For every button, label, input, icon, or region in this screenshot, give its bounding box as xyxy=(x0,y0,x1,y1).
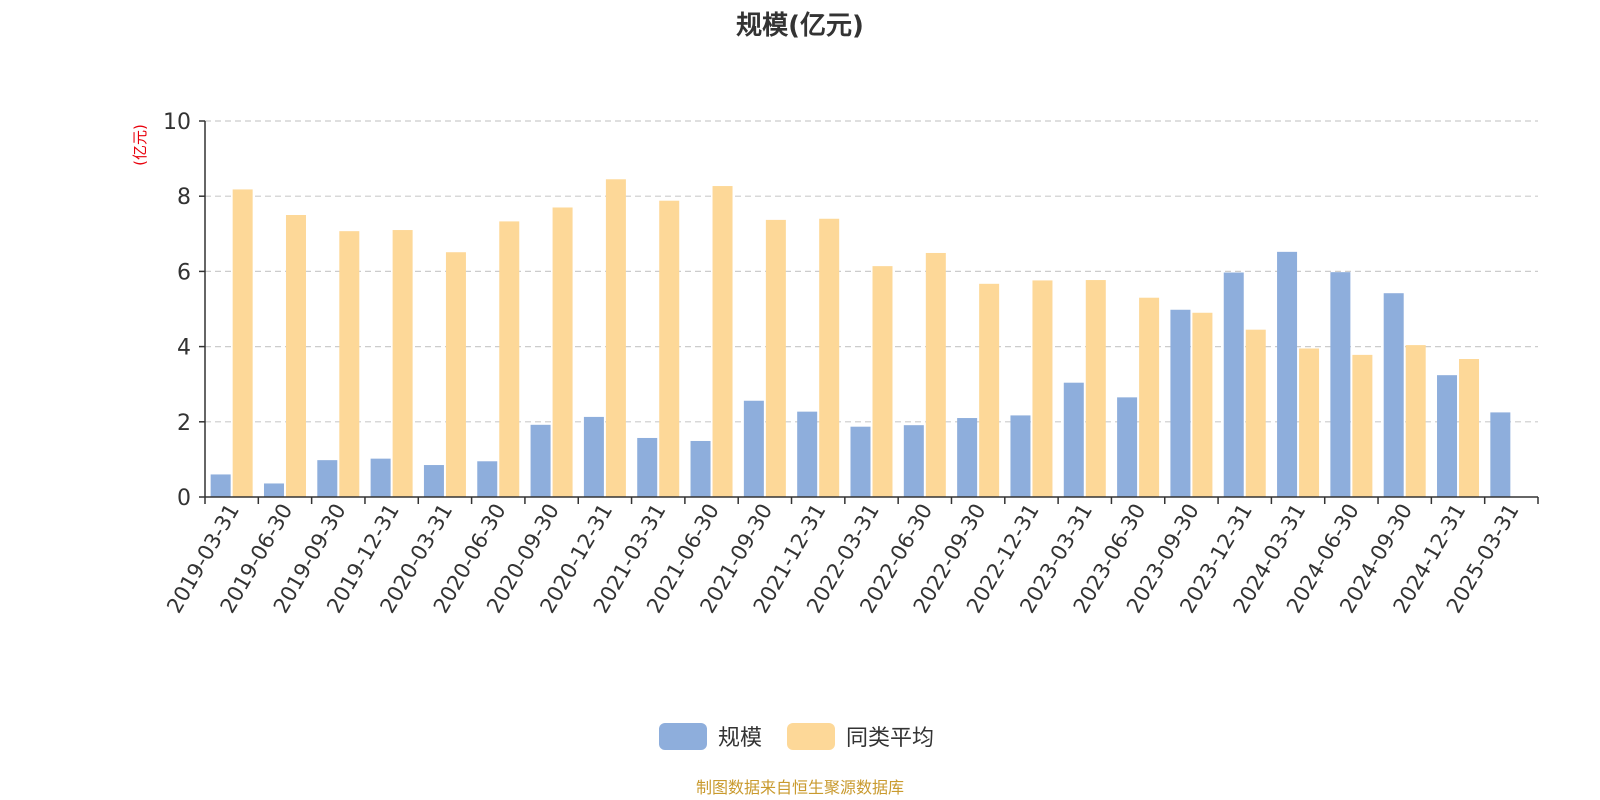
bar-scale[interactable] xyxy=(423,465,444,497)
bar-scale[interactable] xyxy=(263,483,284,497)
bar-scale[interactable] xyxy=(743,400,764,497)
bar-category-average[interactable] xyxy=(552,207,573,498)
bar-scale[interactable] xyxy=(210,474,231,497)
bar-category-average[interactable] xyxy=(659,200,680,497)
bar-scale[interactable] xyxy=(317,460,338,497)
bar-scale[interactable] xyxy=(797,411,818,497)
bar-category-average[interactable] xyxy=(765,219,786,497)
bar-category-average[interactable] xyxy=(445,252,466,497)
y-tick-label: 0 xyxy=(177,486,191,511)
bar-scale[interactable] xyxy=(583,416,604,497)
bar-category-average[interactable] xyxy=(392,230,413,498)
bar-category-average[interactable] xyxy=(712,186,733,497)
legend: 规模 同类平均 xyxy=(659,723,934,751)
bar-scale[interactable] xyxy=(530,424,551,497)
bar-category-average[interactable] xyxy=(872,266,893,497)
bar-scale[interactable] xyxy=(1117,397,1138,497)
y-tick-label: 4 xyxy=(177,336,191,361)
legend-swatch-scale[interactable] xyxy=(659,723,707,750)
bar-category-average[interactable] xyxy=(1192,312,1213,497)
y-tick-label: 10 xyxy=(163,110,191,135)
bar-scale[interactable] xyxy=(850,426,871,497)
y-tick-label: 2 xyxy=(177,411,191,436)
bar-category-average[interactable] xyxy=(925,252,946,497)
y-tick-label: 8 xyxy=(177,185,191,210)
bar-category-average[interactable] xyxy=(1245,329,1266,497)
bar-scale[interactable] xyxy=(370,458,391,497)
bar-category-average[interactable] xyxy=(1139,297,1160,497)
bar-scale[interactable] xyxy=(1383,293,1404,497)
bar-scale[interactable] xyxy=(903,425,924,497)
bar-category-average[interactable] xyxy=(1299,348,1320,497)
bar-scale[interactable] xyxy=(1223,272,1244,497)
bar-category-average[interactable] xyxy=(285,215,306,497)
bar-scale[interactable] xyxy=(1277,251,1298,497)
source-note: 制图数据来自恒生聚源数据库 xyxy=(696,778,904,797)
legend-label-category-average[interactable]: 同类平均 xyxy=(846,726,934,751)
bar-scale[interactable] xyxy=(1437,375,1458,497)
bar-category-average[interactable] xyxy=(1032,280,1053,497)
bar-category-average[interactable] xyxy=(499,221,520,497)
bar-scale[interactable] xyxy=(1170,309,1191,497)
bar-scale[interactable] xyxy=(690,440,711,497)
bar-category-average[interactable] xyxy=(1352,354,1373,497)
y-tick-label: 6 xyxy=(177,260,191,285)
bar-scale[interactable] xyxy=(1010,415,1031,497)
bar-scale[interactable] xyxy=(957,418,978,497)
bar-category-average[interactable] xyxy=(339,231,360,497)
bar-category-average[interactable] xyxy=(819,218,840,497)
bar-category-average[interactable] xyxy=(605,179,626,497)
bar-scale[interactable] xyxy=(477,461,498,497)
legend-swatch-category-average[interactable] xyxy=(787,723,835,750)
bar-category-average[interactable] xyxy=(232,189,253,497)
chart-title: 规模(亿元) xyxy=(736,11,864,41)
bar-scale[interactable] xyxy=(1330,272,1351,497)
bar-category-average[interactable] xyxy=(979,283,1000,497)
bar-category-average[interactable] xyxy=(1459,359,1480,497)
bar-scale[interactable] xyxy=(637,437,658,497)
bar-category-average[interactable] xyxy=(1405,345,1426,497)
bar-category-average[interactable] xyxy=(1085,280,1106,497)
y-axis-label: (亿元) xyxy=(131,124,149,166)
bar-scale[interactable] xyxy=(1490,412,1511,497)
bar-scale[interactable] xyxy=(1063,382,1084,497)
legend-label-scale[interactable]: 规模 xyxy=(718,726,762,751)
